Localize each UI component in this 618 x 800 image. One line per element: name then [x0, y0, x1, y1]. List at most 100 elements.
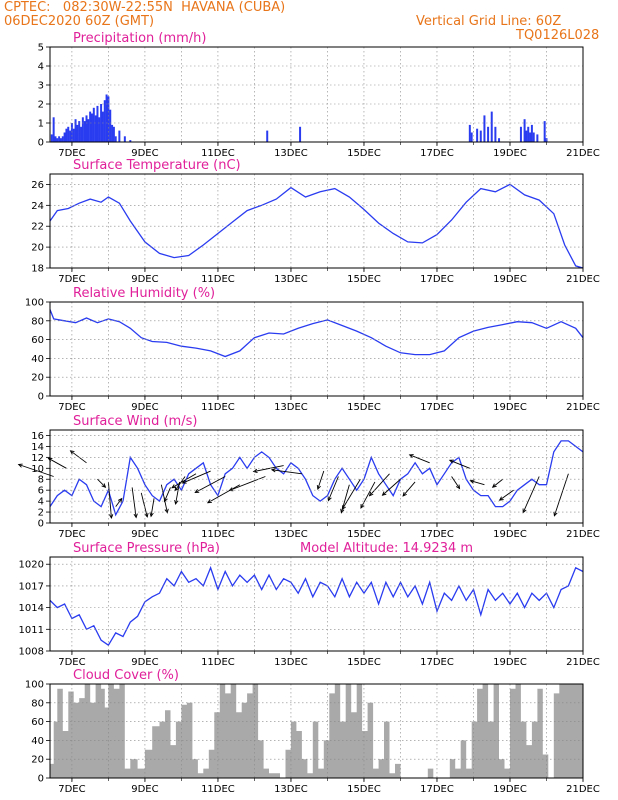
- pres-series-line: [49, 565, 584, 647]
- precip-bar: [105, 94, 108, 142]
- x-tick-label: 11DEC: [201, 784, 235, 795]
- x-tick-label: 9DEC: [131, 784, 158, 795]
- x-tick-label: 9DEC: [131, 274, 158, 285]
- precip-bar: [100, 104, 103, 142]
- y-tick-label: 40: [31, 354, 44, 365]
- panel-frame: [49, 173, 584, 269]
- x-tick-label: 17DEC: [420, 657, 454, 668]
- precip-bar: [470, 132, 473, 142]
- wind-vector: [131, 487, 137, 518]
- wind-vector: [449, 459, 470, 469]
- wind-vector: [499, 489, 514, 501]
- precip-bar: [479, 130, 482, 142]
- x-tick-label: 11DEC: [201, 529, 235, 540]
- precip-bar: [498, 138, 501, 142]
- precip-bar: [89, 111, 92, 142]
- x-tick-label: 21DEC: [566, 402, 600, 413]
- panel-frame: [49, 683, 584, 779]
- precip-bar: [487, 126, 490, 142]
- wind-vector: [271, 469, 302, 475]
- precip-bar: [103, 100, 106, 142]
- wind-vector: [115, 498, 123, 507]
- x-tick-label: 19DEC: [493, 402, 527, 413]
- precip-bar: [101, 111, 104, 142]
- wind-vector: [317, 470, 325, 490]
- wind-vector-head: [69, 450, 75, 455]
- wind-vector-head: [340, 508, 345, 514]
- x-tick-label: 15DEC: [347, 657, 381, 668]
- precip-bar: [483, 115, 486, 142]
- panel-title-pres: Surface Pressure (hPa): [73, 541, 220, 556]
- x-tick-label: 15DEC: [347, 274, 381, 285]
- x-tick-label: 19DEC: [493, 784, 527, 795]
- precip-bar: [523, 119, 526, 142]
- rh-series-line: [49, 309, 584, 358]
- y-tick-label: 14: [31, 442, 44, 453]
- y-tick-label: 100: [25, 298, 44, 309]
- header-grid-note: Vertical Grid Line: 60Z: [416, 14, 562, 29]
- x-tick-label: 11DEC: [201, 657, 235, 668]
- header-location: CPTEC: 082:30W-22:55N HAVANA (CUBA): [4, 0, 286, 15]
- x-tick-label: 21DEC: [566, 148, 600, 159]
- x-tick-label: 17DEC: [420, 148, 454, 159]
- wind-vector: [360, 481, 376, 509]
- y-tick-label: 1020: [19, 560, 44, 571]
- y-tick-label: 1: [38, 119, 44, 130]
- panel-precip: Precipitation (mm/h) 0 1 2 3 4 5 7DEC 9DEC 11DEC 1…: [38, 31, 600, 159]
- precip-bar: [519, 126, 522, 142]
- x-tick-label: 9DEC: [131, 657, 158, 668]
- precip-bar: [52, 117, 55, 142]
- precip-bar: [56, 138, 59, 142]
- cloud-cover-area: [50, 684, 583, 778]
- x-tick-label: 17DEC: [420, 529, 454, 540]
- precip-bar: [50, 134, 53, 142]
- panel-pres: Surface Pressure (hPa) Model Altitude: 14…: [19, 541, 600, 668]
- precip-bar: [76, 124, 79, 142]
- y-tick-label: 60: [31, 717, 44, 728]
- wind-vector-head: [164, 508, 169, 514]
- x-tick-label: 7DEC: [58, 274, 85, 285]
- wind-vector: [164, 487, 171, 502]
- x-tick-label: 9DEC: [131, 402, 158, 413]
- precip-bar: [468, 124, 471, 142]
- wind-vector: [522, 476, 540, 513]
- y-tick-label: 12: [31, 453, 44, 464]
- y-tick-label: 1011: [19, 625, 44, 636]
- panel-title-rh: Relative Humidity (%): [73, 286, 215, 301]
- wind-vector-head: [163, 497, 168, 503]
- wind-vector: [382, 478, 401, 496]
- x-tick-label: 19DEC: [493, 274, 527, 285]
- panel-rh: Relative Humidity (%) 0 20 40 60 80 100 7DEC 9DE…: [25, 286, 600, 413]
- panel-frame: [49, 556, 584, 652]
- panel-cloud: Cloud Cover (%) 0 20 40 60 80 100 7DEC 9DEC 11DEC…: [25, 668, 600, 795]
- precip-bar: [494, 126, 497, 142]
- x-tick-label: 19DEC: [493, 657, 527, 668]
- wind-vector-head: [206, 499, 212, 504]
- precip-bar: [118, 130, 121, 142]
- wind-vector-head: [368, 491, 374, 497]
- wind-vector-head: [17, 463, 23, 468]
- panel-title-precip: Precipitation (mm/h): [73, 31, 206, 46]
- wind-vector-head: [270, 468, 276, 473]
- x-tick-label: 17DEC: [420, 274, 454, 285]
- precip-bar: [61, 136, 64, 142]
- x-tick-label: 21DEC: [566, 657, 600, 668]
- precip-bar: [90, 113, 93, 142]
- panel-title-temp: Surface Temperature (nC): [73, 158, 241, 173]
- wind-vector: [402, 481, 416, 497]
- wind-vector-head: [381, 491, 387, 496]
- precip-bar: [87, 119, 90, 142]
- precip-bar: [112, 126, 115, 142]
- y-tick-label: 1014: [19, 603, 44, 614]
- precip-bar: [525, 130, 528, 142]
- wind-vector: [327, 476, 339, 501]
- precip-bar: [96, 105, 99, 142]
- x-tick-label: 13DEC: [274, 784, 308, 795]
- x-tick-label: 13DEC: [274, 274, 308, 285]
- x-tick-label: 21DEC: [566, 274, 600, 285]
- wind-vector: [409, 454, 430, 464]
- y-tick-label: 3: [38, 81, 44, 92]
- wind-vector: [341, 479, 361, 510]
